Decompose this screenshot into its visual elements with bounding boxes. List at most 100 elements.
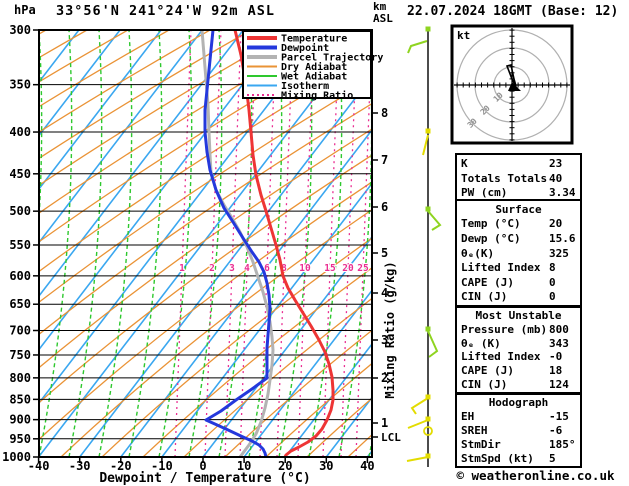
dry-adiabat-line	[142, 266, 372, 457]
table-row: Temp (°C) 20	[457, 217, 580, 230]
row-value: 18	[549, 364, 563, 378]
isotherm-line	[39, 30, 162, 191]
isotherm-line	[161, 182, 372, 457]
row-label: Lifted Index	[461, 350, 541, 364]
mixing-ratio-labels: 1 2 3 4 6 8 10 15 20 25	[178, 262, 370, 275]
mixing-ratio-axis-title: Mixing Ratio (g/kg)	[383, 261, 397, 398]
indices-table-most-unstable: Most Unstable Pressure (mb) 800 θₑ (K) 343 Li…	[455, 306, 582, 394]
wind-barb-head	[425, 394, 431, 400]
wind-barb-head	[425, 326, 431, 332]
table-section-title: Most Unstable	[475, 308, 562, 322]
mixing-ratio-value: 1	[179, 263, 185, 274]
wind-barb-icon	[406, 456, 429, 462]
row-label: K	[461, 156, 468, 170]
row-label: Pressure (mb)	[461, 322, 548, 336]
pressure-tick-label: 600	[9, 269, 31, 283]
row-label: StmSpd (kt)	[461, 452, 534, 465]
row-label: CIN (J)	[461, 290, 508, 304]
row-value: -0	[549, 350, 563, 364]
table-row: Lifted Index -0	[457, 350, 580, 363]
wind-barb-head	[425, 453, 431, 459]
pressure-tick-label: 950	[9, 432, 31, 446]
pressure-tick-label: 300	[9, 23, 31, 37]
isotherm-line	[39, 30, 286, 351]
row-value: 800	[549, 322, 569, 336]
table-row: Totals Totals 40	[457, 172, 580, 185]
row-value: 325	[549, 246, 569, 260]
dry-adiabat-line	[39, 181, 372, 441]
table-row: θₑ (K) 343	[457, 337, 580, 350]
row-value: -6	[549, 424, 563, 437]
row-value: -15	[549, 410, 569, 423]
isotherm-line	[39, 30, 327, 405]
pressure-tick-label: 900	[9, 413, 31, 427]
hodograph-trace-arrow	[508, 82, 521, 91]
table-row: EH -15	[457, 410, 580, 423]
row-label: CIN (J)	[461, 378, 508, 392]
wind-barb-icon	[410, 397, 429, 415]
km-tick-label: 8	[381, 106, 388, 120]
temp-tick-label: 0	[199, 459, 206, 473]
row-value: 343	[549, 336, 569, 350]
plot-border	[38, 29, 373, 458]
table-row: θₑ(K) 325	[457, 247, 580, 260]
row-value: 40	[549, 171, 563, 185]
pressure-tick-label: 400	[9, 125, 31, 139]
isotherm-line	[284, 342, 372, 457]
row-label: Dewp (°C)	[461, 231, 521, 245]
indices-table-surface: Surface Temp (°C) 20 Dewp (°C) 15.6 θₑ(K) 325 L…	[455, 199, 582, 307]
legend-box	[242, 30, 372, 99]
table-row: Pressure (mb) 800	[457, 323, 580, 336]
indices-table-stability: K 23 Totals Totals 40 PW (cm) 3.34	[455, 153, 582, 203]
legend-label: Dry Adiabat	[281, 61, 347, 73]
pressure-tick-label: 850	[9, 392, 31, 406]
row-value: 0	[549, 275, 556, 289]
valid-datetime-label: 22.07.2024 18GMT (Base: 12)	[407, 4, 619, 19]
pressure-tick-label: 650	[9, 297, 31, 311]
copyright-label: © weatheronline.co.uk	[456, 468, 615, 483]
isotherm-line	[79, 75, 372, 457]
table-section-title: Surface	[495, 202, 542, 216]
temp-tick-label: -30	[69, 459, 91, 473]
wet-adiabat-line	[128, 30, 163, 457]
isotherm-line	[243, 289, 372, 457]
km-tick-label: 5	[381, 246, 388, 260]
row-label: Lifted Index	[461, 261, 541, 275]
mixing-ratio-value: 10	[299, 263, 311, 274]
table-row: Lifted Index 8	[457, 261, 580, 274]
table-row: Dewp (°C) 15.6	[457, 232, 580, 245]
row-value: 124	[549, 378, 569, 392]
table-section-title: Hodograph	[488, 396, 549, 409]
parcel-trajectory-curve	[200, 30, 275, 457]
dry-adiabat-line	[39, 30, 170, 108]
temp-tick-label: -20	[110, 459, 132, 473]
pressure-axis: 300 350 400 450 500 550 600 650 700 750 800 850 900 9…	[2, 23, 39, 464]
calm-wind-icon	[423, 426, 433, 436]
wind-barb-head	[425, 206, 431, 212]
pressure-tick-label: 750	[9, 348, 31, 362]
temperature-axis: -40 -30 -20 -10 0 10 20 30 40 Dewpoint / Temperat…	[28, 457, 375, 486]
wet-adiabat-line	[188, 30, 223, 457]
temp-tick-label: -10	[151, 459, 173, 473]
pressure-tick-label: 800	[9, 371, 31, 385]
table-row: CAPE (J) 0	[457, 276, 580, 289]
legend-label: Parcel Trajectory	[281, 52, 383, 64]
row-label: θₑ(K)	[461, 246, 495, 260]
indices-table-hodograph: Hodograph EH -15 SREH -6 StmDir 185° StmSpd (kt…	[455, 393, 582, 468]
km-tick-label: 6	[381, 200, 388, 214]
pressure-tick-label: 550	[9, 238, 31, 252]
legend-label: Wet Adiabat	[281, 71, 347, 83]
mixing-ratio-value: 3	[229, 263, 235, 274]
wind-barb-head	[425, 26, 431, 32]
temp-tick-label: 40	[360, 459, 374, 473]
row-label: PW (cm)	[461, 186, 508, 200]
dry-adiabat-line	[183, 297, 372, 457]
mixing-ratio-value: 2	[209, 263, 215, 274]
temp-tick-label: 30	[319, 459, 333, 473]
km-tick-label: 1	[381, 416, 388, 430]
temperature-curve	[233, 30, 335, 457]
dry-adiabat-line	[39, 102, 372, 336]
row-label: Totals Totals	[461, 171, 548, 185]
